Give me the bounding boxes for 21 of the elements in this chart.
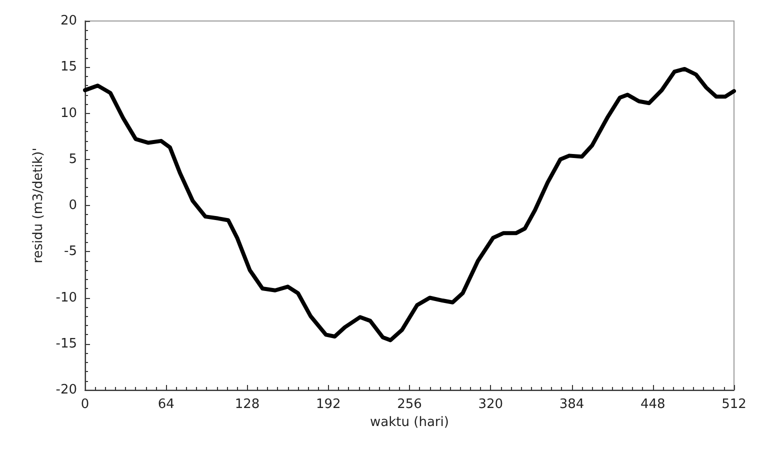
y-tick-label: 15 [60,60,77,75]
x-tick-label: 256 [397,397,422,412]
x-tick-label: 384 [559,397,584,412]
y-tick-label: 20 [60,14,77,28]
y-tick-label: -15 [56,336,77,352]
x-tick-label: 0 [80,397,90,412]
y-tick-label: -10 [56,290,77,306]
x-tick-label: 512 [722,397,746,412]
x-tick-label: 448 [640,397,666,412]
x-tick-label: 320 [478,397,504,412]
y-tick-label: 5 [68,152,77,167]
y-tick-label: -20 [56,382,77,398]
x-tick-label: 128 [234,397,260,412]
y-tick-label: -5 [64,244,77,260]
x-tick-label: 64 [158,397,174,412]
line-series [83,66,736,342]
y-tick-label: 10 [60,106,77,121]
x-tick-label: 192 [316,397,341,412]
y-axis-title: residu (m3/detik)' [30,148,46,264]
y-tick-label: 0 [68,198,77,213]
x-axis-title: waktu (hari) [370,414,449,430]
